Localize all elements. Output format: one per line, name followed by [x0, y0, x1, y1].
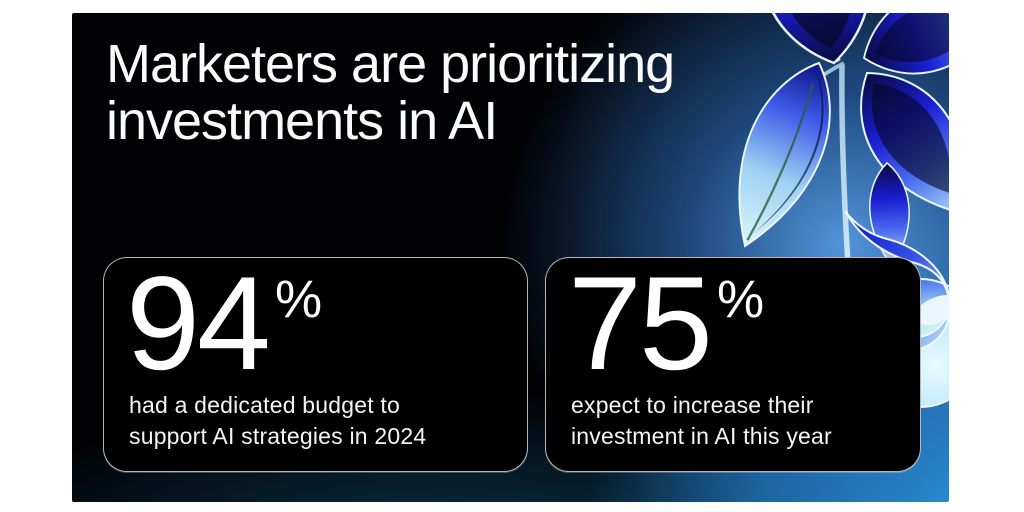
petal-top-right-icon — [862, 13, 949, 75]
stat-caption-line2: support AI strategies in 2024 — [129, 423, 427, 449]
petal-top-icon — [760, 13, 871, 65]
stat-value: 94 — [126, 250, 271, 398]
leaf-big-icon — [738, 61, 831, 248]
stat-value-row: 75% — [568, 258, 764, 391]
page-title: Marketers are prioritizing investments i… — [106, 34, 675, 151]
stat-value: 75 — [568, 250, 713, 398]
stat-card-investment: 75% expect to increase their investment … — [545, 257, 921, 472]
percent-sign: % — [274, 270, 323, 329]
petal-right-icon — [860, 72, 949, 216]
stat-caption-line2: investment in AI this year — [571, 423, 832, 449]
gradient-canvas: Marketers are prioritizing investments i… — [72, 13, 949, 502]
stat-caption: expect to increase their investment in A… — [571, 390, 832, 452]
page-title-line1: Marketers are prioritizing — [106, 34, 675, 94]
page-title-line2: investments in AI — [106, 91, 498, 151]
stat-card-budget: 94% had a dedicated budget to support AI… — [103, 257, 528, 472]
stat-value-row: 94% — [126, 258, 322, 391]
percent-sign: % — [716, 270, 765, 329]
stat-caption: had a dedicated budget to support AI str… — [129, 390, 426, 452]
stat-caption-line1: expect to increase their — [571, 392, 814, 418]
stat-cards: 94% had a dedicated budget to support AI… — [72, 13, 949, 502]
stat-caption-line1: had a dedicated budget to — [129, 392, 401, 418]
chrome-flower-illustration — [738, 13, 949, 408]
